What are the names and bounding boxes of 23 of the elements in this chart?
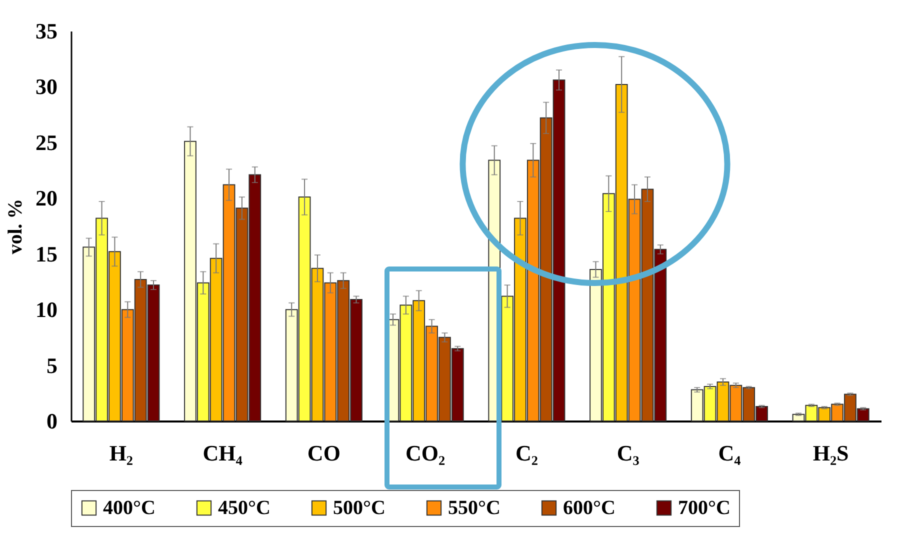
x-tick-label: C₃	[616, 440, 640, 466]
y-tick-label: 20	[36, 186, 58, 211]
y-tick-label: 25	[36, 130, 58, 155]
y-axis-title: vol. %	[4, 198, 26, 254]
x-tick-label: C₂	[515, 440, 538, 466]
y-tick-label: 5	[46, 352, 58, 378]
y-tick-label: 10	[36, 297, 58, 322]
x-tick-label: C₄	[718, 440, 742, 466]
y-tick-label: 15	[36, 241, 58, 266]
y-tick-label: 0	[46, 408, 58, 434]
legend-label: 550°C	[448, 497, 500, 519]
x-tick-label: CO	[307, 440, 340, 466]
legend-label: 600°C	[563, 497, 616, 519]
x-tick-label: H₂	[109, 440, 134, 466]
y-tick-label: 35	[36, 18, 58, 44]
legend-label: 400°C	[103, 497, 156, 519]
legend-label: 450°C	[218, 497, 270, 519]
x-tick-label: CH₄	[202, 440, 243, 466]
x-tick-label: CO₂	[406, 440, 446, 466]
legend-label: 700°C	[678, 497, 730, 519]
legend-label: 500°C	[333, 497, 386, 519]
x-tick-label: H₂S	[812, 440, 849, 466]
y-tick-label: 30	[36, 74, 58, 100]
